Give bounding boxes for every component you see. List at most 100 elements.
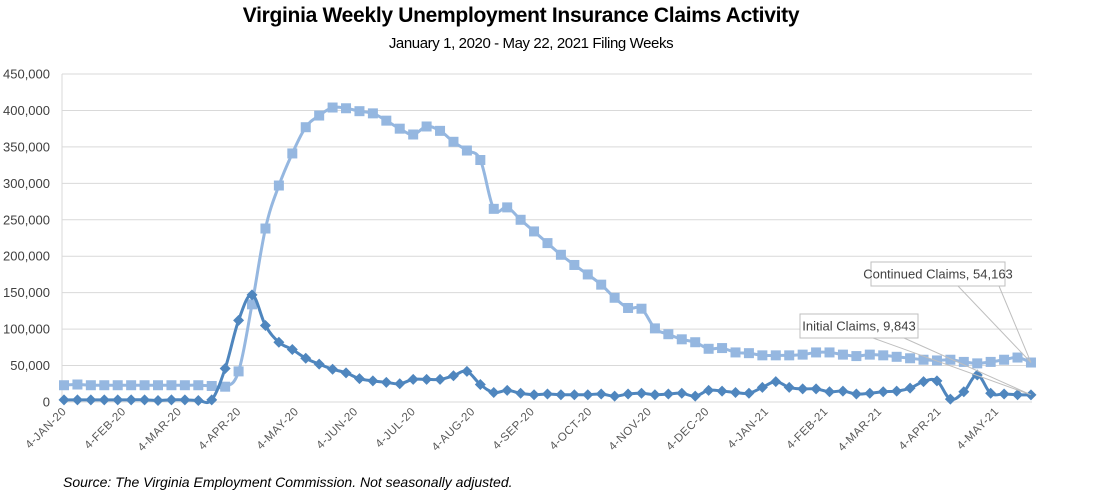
data-point-square — [918, 354, 929, 365]
data-point-diamond — [609, 390, 621, 402]
chart-subtitle: January 1, 2020 - May 22, 2021 Filing We… — [388, 35, 674, 52]
x-tick-label: 4-MAY-20 — [255, 406, 302, 453]
x-tick-label: 4-NOV-20 — [607, 406, 654, 453]
data-point-diamond — [313, 358, 325, 370]
data-point-diamond — [192, 395, 204, 407]
data-point-diamond — [98, 394, 110, 406]
data-point-diamond — [689, 390, 701, 402]
data-point-diamond — [394, 378, 406, 390]
x-tick-label: 4-AUG-20 — [430, 406, 478, 454]
data-point-square — [475, 155, 486, 166]
data-point-square — [381, 115, 392, 126]
data-point-square — [582, 269, 593, 280]
data-point-diamond — [139, 394, 151, 406]
data-point-square — [555, 249, 566, 260]
data-point-diamond — [434, 373, 446, 385]
data-point-square — [260, 223, 271, 234]
chart-title: Virginia Weekly Unemployment Insurance C… — [242, 4, 800, 27]
data-point-diamond — [985, 387, 997, 399]
data-point-diamond — [770, 376, 782, 388]
x-tick-label: 4-MAY-21 — [955, 406, 1002, 453]
data-point-square — [529, 226, 540, 237]
data-point-diamond — [515, 387, 527, 399]
data-point-square — [623, 302, 634, 313]
data-point-square — [314, 110, 325, 121]
data-point-diamond — [179, 394, 191, 406]
data-point-square — [569, 259, 580, 270]
data-point-diamond — [353, 373, 365, 385]
x-tick-label: 4-JAN-20 — [23, 406, 69, 452]
data-point-square — [247, 299, 258, 310]
x-tick-label: 4-JAN-21 — [726, 406, 772, 452]
x-tick-label: 4-OCT-20 — [548, 406, 595, 453]
y-tick-label: 200,000 — [3, 249, 50, 264]
data-point-diamond — [259, 319, 271, 331]
data-point-square — [999, 354, 1010, 365]
data-point-square — [649, 323, 660, 334]
data-point-diamond — [756, 381, 768, 393]
x-tick-label: 4-APR-21 — [897, 406, 944, 453]
data-point-square — [354, 106, 365, 117]
data-point-square — [824, 347, 835, 358]
data-point-square — [166, 380, 177, 391]
data-point-square — [367, 108, 378, 119]
data-point-square — [945, 354, 956, 365]
y-tick-label: 300,000 — [3, 176, 50, 191]
y-tick-label: 50,000 — [10, 358, 50, 373]
data-point-diamond — [233, 314, 245, 326]
data-point-square — [112, 380, 123, 391]
x-tick-label: 4-JUN-20 — [315, 406, 361, 452]
data-point-diamond — [783, 381, 795, 393]
series-layer — [58, 102, 1037, 407]
data-point-square — [461, 145, 472, 156]
data-point-square — [931, 355, 942, 366]
data-point-square — [179, 380, 190, 391]
data-point-diamond — [488, 387, 500, 399]
x-tick-label: 4-JUL-20 — [374, 406, 419, 451]
y-tick-label: 100,000 — [3, 322, 50, 337]
data-point-square — [408, 129, 419, 140]
data-point-square — [730, 347, 741, 358]
data-point-diamond — [246, 289, 258, 301]
callout-leader — [872, 337, 1032, 396]
data-point-diamond — [837, 385, 849, 397]
data-point-square — [676, 334, 687, 345]
callout-label: Continued Claims, 54,163 — [863, 267, 1013, 282]
series-initial-claims — [58, 289, 1037, 407]
data-point-square — [837, 349, 848, 360]
data-point-diamond — [125, 394, 137, 406]
y-tick-label: 250,000 — [3, 212, 50, 227]
x-tick-label: 4-DEC-20 — [664, 406, 711, 453]
x-tick-label: 4-MAR-20 — [136, 406, 184, 454]
y-tick-label: 450,000 — [3, 67, 50, 82]
data-point-square — [153, 380, 164, 391]
data-point-diamond — [730, 387, 741, 399]
data-point-diamond — [918, 376, 930, 388]
data-point-square — [757, 350, 768, 361]
data-point-diamond — [931, 375, 943, 387]
data-point-diamond — [541, 388, 553, 400]
data-point-diamond — [461, 365, 473, 377]
data-point-square — [206, 380, 217, 391]
x-tick-label: 4-MAR-21 — [836, 406, 884, 454]
data-point-diamond — [649, 389, 661, 401]
data-point-square — [864, 349, 875, 360]
data-point-diamond — [998, 388, 1010, 400]
callout-label: Initial Claims, 9,843 — [802, 319, 915, 334]
data-point-diamond — [71, 394, 83, 406]
data-point-diamond — [421, 373, 433, 385]
data-point-diamond — [891, 385, 903, 397]
data-point-diamond — [219, 362, 231, 374]
y-axis-tick-labels: 0 50,000 100,000 150,000 200,000 250,000 300,0… — [3, 67, 50, 410]
data-point-diamond — [112, 394, 124, 406]
data-point-diamond — [1012, 389, 1024, 401]
data-point-diamond — [797, 383, 809, 395]
data-point-diamond — [662, 388, 674, 400]
data-point-square — [717, 343, 728, 354]
data-point-square — [958, 356, 969, 367]
data-point-square — [797, 349, 808, 360]
data-point-diamond — [447, 370, 459, 382]
data-point-diamond — [340, 367, 352, 379]
x-tick-label: 4-SEP-20 — [491, 406, 538, 453]
data-point-diamond — [85, 394, 97, 406]
